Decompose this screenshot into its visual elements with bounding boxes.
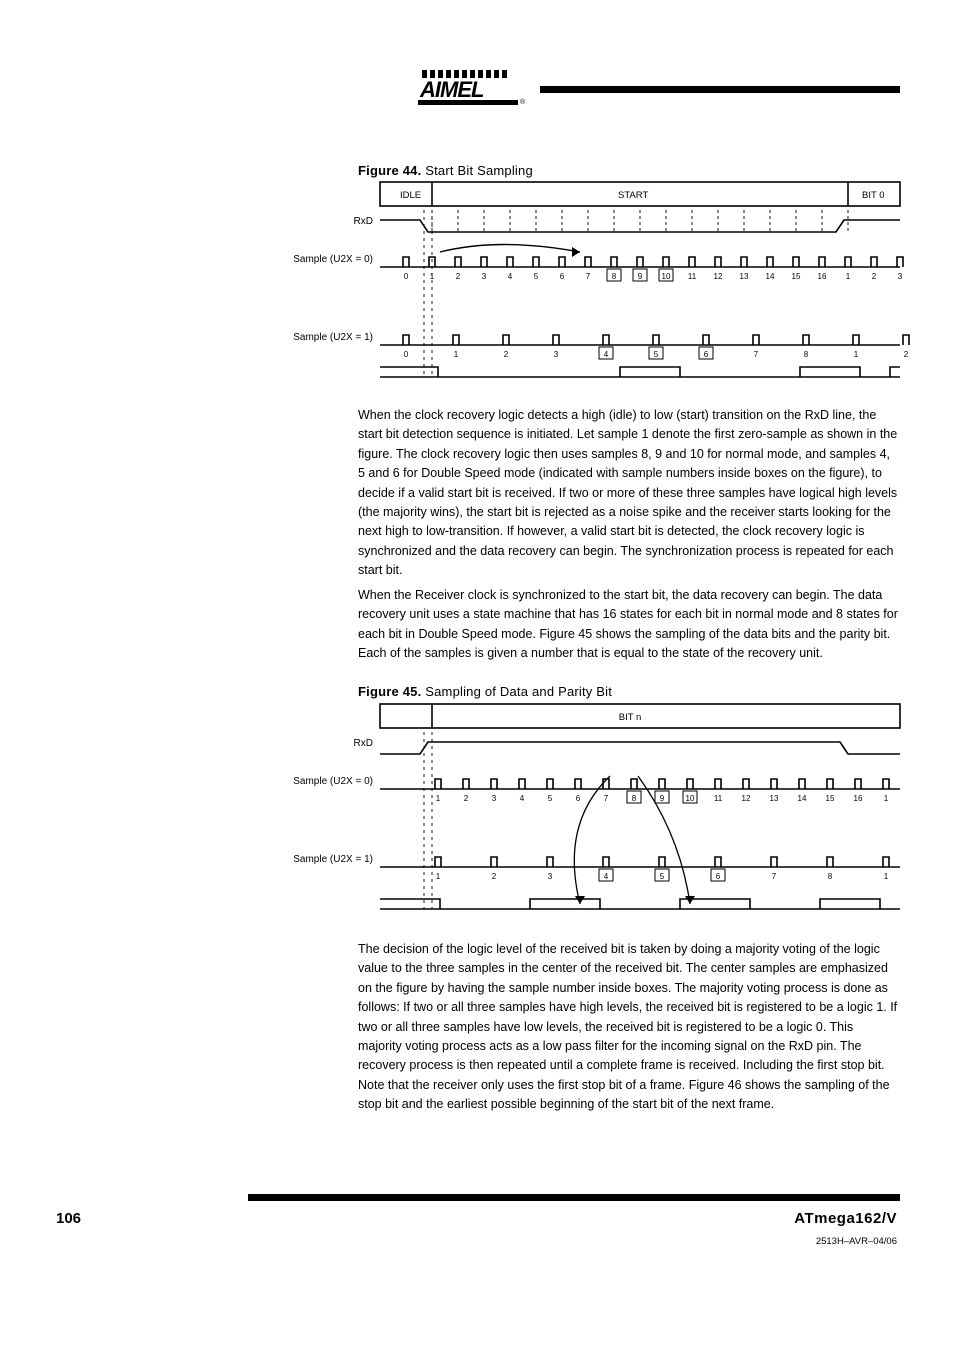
paragraph-1: When the clock recovery logic detects a … — [358, 406, 898, 580]
svg-text:2: 2 — [456, 272, 461, 281]
svg-text:3: 3 — [548, 872, 553, 881]
svg-text:6: 6 — [560, 272, 565, 281]
svg-text:1: 1 — [884, 794, 889, 803]
svg-text:1: 1 — [436, 794, 441, 803]
svg-text:8: 8 — [632, 794, 637, 803]
svg-text:1: 1 — [436, 872, 441, 881]
svg-text:12: 12 — [742, 794, 751, 803]
svg-text:3: 3 — [554, 350, 559, 359]
svg-text:11: 11 — [688, 272, 697, 281]
footer-doc-code: 2513H–AVR–04/06 — [816, 1236, 897, 1247]
svg-text:7: 7 — [586, 272, 591, 281]
svg-text:7: 7 — [604, 794, 609, 803]
svg-text:6: 6 — [576, 794, 581, 803]
figure-44-label: Figure 44. Start Bit Sampling — [358, 163, 533, 178]
fig45-sample1-label: Sample (U2X = 1) — [283, 854, 373, 866]
fig45-sample0-label: Sample (U2X = 0) — [283, 776, 373, 788]
svg-text:11: 11 — [714, 794, 723, 803]
atmel-logo: AIMEL ® — [416, 66, 528, 108]
fig45-rxd-label: RxD — [283, 738, 373, 750]
svg-text:AIMEL: AIMEL — [419, 77, 484, 102]
figure-45-diagram: BIT n 123456789101112131415161 123456781 — [380, 704, 910, 929]
svg-text:6: 6 — [716, 872, 721, 881]
figure-44-title: Start Bit Sampling — [425, 163, 533, 178]
svg-text:7: 7 — [754, 350, 759, 359]
footer-doc-title: ATmega162/V — [794, 1210, 897, 1227]
svg-text:1: 1 — [846, 272, 851, 281]
svg-text:2: 2 — [492, 872, 497, 881]
svg-text:9: 9 — [638, 272, 643, 281]
svg-text:4: 4 — [604, 872, 609, 881]
svg-text:1: 1 — [430, 272, 435, 281]
svg-text:1: 1 — [454, 350, 459, 359]
svg-text:8: 8 — [804, 350, 809, 359]
svg-text:13: 13 — [740, 272, 749, 281]
svg-text:2: 2 — [872, 272, 877, 281]
svg-text:2: 2 — [464, 794, 469, 803]
svg-text:16: 16 — [854, 794, 863, 803]
svg-text:14: 14 — [766, 272, 775, 281]
svg-text:14: 14 — [798, 794, 807, 803]
figure-44-diagram: IDLE START BIT 0 01234567891011121314151… — [380, 182, 910, 397]
svg-text:1: 1 — [854, 350, 859, 359]
svg-text:2: 2 — [904, 350, 909, 359]
svg-text:15: 15 — [792, 272, 801, 281]
svg-text:9: 9 — [660, 794, 665, 803]
figure-45-title: Sampling of Data and Parity Bit — [425, 684, 612, 699]
fig44-col-bit0: BIT 0 — [862, 190, 885, 201]
svg-text:10: 10 — [686, 794, 695, 803]
svg-text:®: ® — [520, 98, 526, 106]
fig44-sample1-label: Sample (U2X = 1) — [283, 332, 373, 344]
svg-text:15: 15 — [826, 794, 835, 803]
svg-text:4: 4 — [508, 272, 513, 281]
svg-text:5: 5 — [654, 350, 659, 359]
header-rule — [540, 86, 900, 93]
svg-text:5: 5 — [534, 272, 539, 281]
paragraph-2: When the Receiver clock is synchronized … — [358, 586, 898, 664]
svg-text:3: 3 — [492, 794, 497, 803]
svg-text:12: 12 — [714, 272, 723, 281]
footer-page-number: 106 — [56, 1210, 81, 1227]
svg-text:6: 6 — [704, 350, 709, 359]
figure-45-label: Figure 45. Sampling of Data and Parity B… — [358, 684, 612, 699]
svg-text:4: 4 — [604, 350, 609, 359]
svg-text:0: 0 — [404, 350, 409, 359]
svg-text:8: 8 — [612, 272, 617, 281]
svg-text:7: 7 — [772, 872, 777, 881]
svg-text:2: 2 — [504, 350, 509, 359]
svg-text:1: 1 — [884, 872, 889, 881]
fig44-col-idle: IDLE — [400, 190, 421, 201]
svg-text:13: 13 — [770, 794, 779, 803]
page: AIMEL ® Figure 44. Start Bit Sampling Rx… — [0, 0, 954, 1351]
fig44-sample0-label: Sample (U2X = 0) — [283, 254, 373, 266]
fig44-col-start: START — [618, 190, 648, 201]
svg-text:10: 10 — [662, 272, 671, 281]
svg-text:4: 4 — [520, 794, 525, 803]
svg-text:3: 3 — [898, 272, 903, 281]
svg-text:3: 3 — [482, 272, 487, 281]
paragraph-3: The decision of the logic level of the r… — [358, 940, 898, 1114]
svg-text:8: 8 — [828, 872, 833, 881]
fig45-col-bitn: BIT n — [619, 712, 642, 723]
svg-text:5: 5 — [660, 872, 665, 881]
svg-text:16: 16 — [818, 272, 827, 281]
svg-text:5: 5 — [548, 794, 553, 803]
svg-text:0: 0 — [404, 272, 409, 281]
figure-44-number: Figure 44. — [358, 163, 421, 178]
figure-45-number: Figure 45. — [358, 684, 421, 699]
fig44-rxd-label: RxD — [283, 216, 373, 228]
footer-rule — [248, 1194, 900, 1201]
